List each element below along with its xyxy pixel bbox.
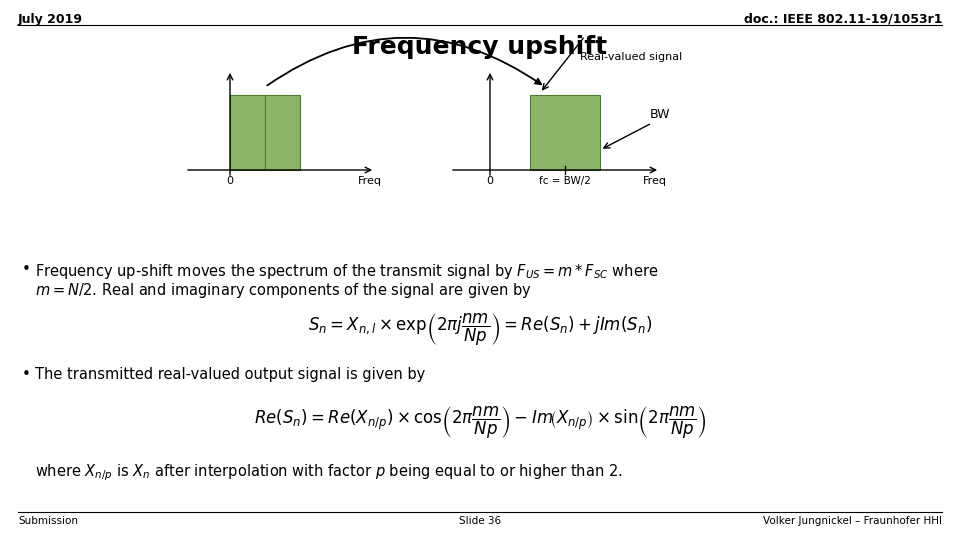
Text: fc = BW/2: fc = BW/2 (540, 176, 591, 186)
Text: 0: 0 (227, 176, 233, 186)
Text: BW: BW (650, 109, 670, 122)
FancyArrowPatch shape (267, 38, 541, 85)
Bar (265, 95, 300, 170)
Text: •: • (22, 262, 31, 277)
Text: Freq: Freq (358, 176, 382, 186)
Bar (530, 95, 600, 170)
Text: Freq: Freq (643, 176, 667, 186)
Text: where $X_{n/p}$ is $X_n$ after interpolation with factor $p$ being equal to or h: where $X_{n/p}$ is $X_n$ after interpola… (35, 462, 622, 483)
Text: $Re(S_n) = Re(X_{n/p}) \times \cos\!\left(2\pi\dfrac{nm}{Np}\right) - Im\!\left(: $Re(S_n) = Re(X_{n/p}) \times \cos\!\lef… (253, 405, 707, 441)
Text: Frequency upshift: Frequency upshift (352, 35, 608, 59)
Text: •: • (22, 367, 31, 382)
Text: July 2019: July 2019 (18, 13, 83, 26)
Text: $m=N/2$. Real and imaginary components of the signal are given by: $m=N/2$. Real and imaginary components o… (35, 281, 532, 300)
Text: doc.: IEEE 802.11-19/1053r1: doc.: IEEE 802.11-19/1053r1 (743, 13, 942, 26)
Text: Submission: Submission (18, 516, 78, 526)
Bar (230, 95, 265, 170)
Text: Volker Jungnickel – Fraunhofer HHI: Volker Jungnickel – Fraunhofer HHI (763, 516, 942, 526)
Text: The transmitted real-valued output signal is given by: The transmitted real-valued output signa… (35, 367, 425, 382)
Text: Slide 36: Slide 36 (459, 516, 501, 526)
Text: Frequency up-shift moves the spectrum of the transmit signal by $F_{US} = m*F_{S: Frequency up-shift moves the spectrum of… (35, 262, 659, 281)
Text: 0: 0 (487, 176, 493, 186)
Text: $S_n = X_{n,l} \times \exp\!\left(2\pi j\dfrac{nm}{Np}\right) = Re(S_n) + jIm(S_: $S_n = X_{n,l} \times \exp\!\left(2\pi j… (308, 312, 652, 348)
Text: Real-valued signal: Real-valued signal (580, 52, 683, 62)
